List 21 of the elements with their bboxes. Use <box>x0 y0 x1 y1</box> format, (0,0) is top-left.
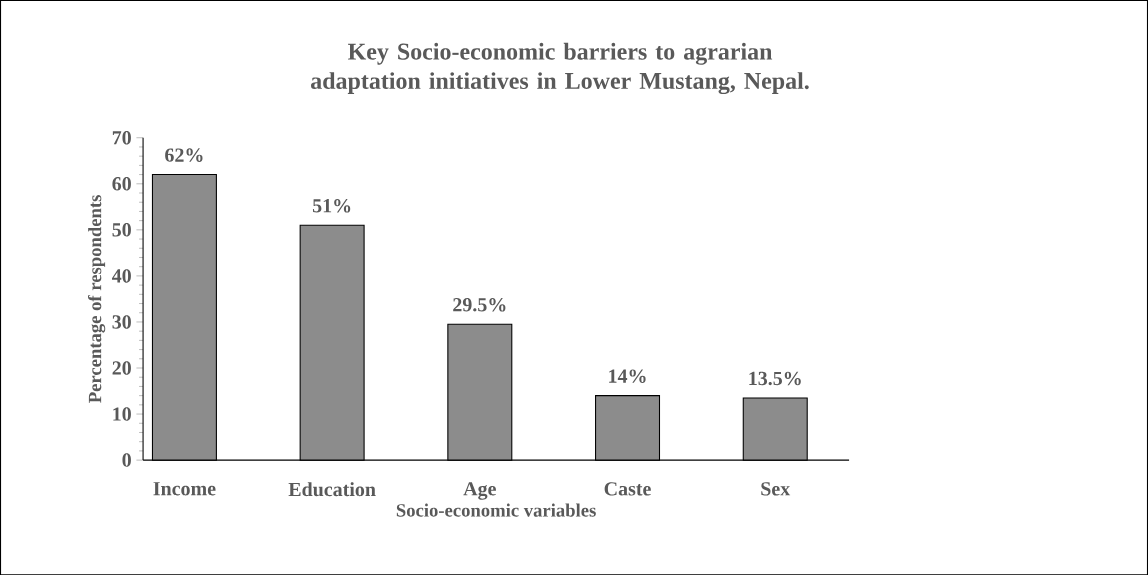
y-tick-label: 20 <box>112 361 131 375</box>
x-tick-label: Sex <box>761 482 791 496</box>
data-label: 13.5% <box>749 371 801 386</box>
y-tick-label: 30 <box>112 315 131 329</box>
chart-title: Key Socio-economic barriers to agrarian adaptation initiatives in Lower Mustang, Nepal. <box>311 42 809 94</box>
y-tick-label: 70 <box>112 130 131 145</box>
y-tick-label: 40 <box>111 269 131 283</box>
data-label: 62% <box>165 148 203 162</box>
x-tick-label: Income <box>153 482 216 496</box>
y-axis-title: Percentage of respondents <box>87 194 106 403</box>
data-label: 14% <box>609 369 646 383</box>
x-axis-title: Socio-economic variables <box>396 503 596 517</box>
x-tick-label: Education <box>288 482 376 497</box>
x-tick-label: Caste <box>604 482 651 496</box>
y-tick-label: 10 <box>113 407 131 421</box>
y-tick-label: 50 <box>112 223 131 237</box>
y-tick-label: 60 <box>112 176 131 191</box>
data-label: 51% <box>312 198 351 213</box>
y-tick-label: 0 <box>122 453 131 467</box>
x-tick-label: Age <box>463 482 496 500</box>
data-label: 29.5% <box>453 297 506 312</box>
